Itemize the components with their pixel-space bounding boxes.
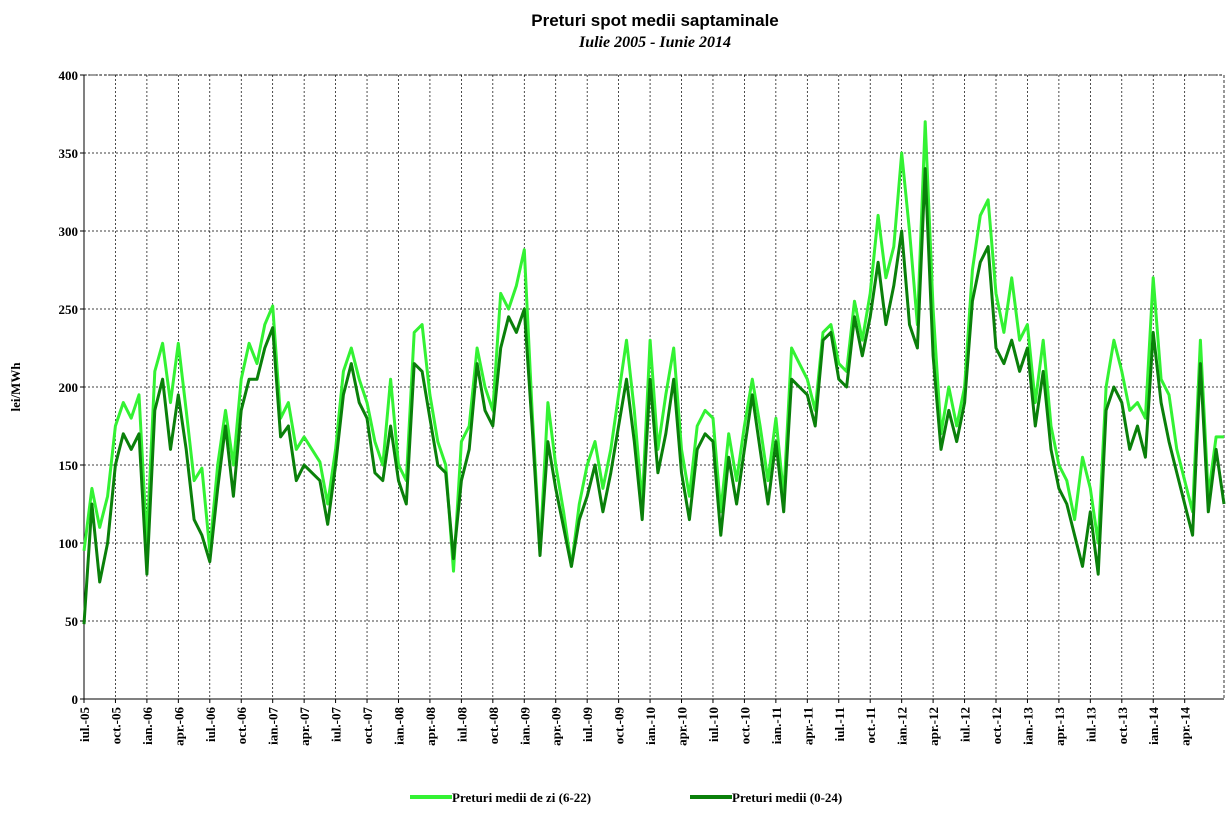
x-tick-label: iul.-05 [77, 707, 92, 743]
series-line [82, 167, 1226, 625]
x-tick-label: oct.-08 [486, 707, 501, 745]
x-tick-label: iul.-08 [454, 707, 469, 743]
x-tick-label: iul.-12 [958, 707, 973, 742]
x-tick-label: apr.-07 [297, 707, 312, 746]
x-tick-label: oct.-11 [863, 707, 878, 743]
x-tick-label: oct.-05 [108, 707, 123, 745]
x-tick-label: apr.-11 [800, 707, 815, 745]
x-tick-label: oct.-13 [1115, 707, 1130, 745]
x-tick-label: apr.-10 [675, 707, 690, 746]
legend-label: Preturi medii (0-24) [732, 790, 842, 805]
x-tick-label: apr.-14 [1178, 707, 1193, 746]
x-tick-label: apr.-13 [1052, 707, 1067, 746]
y-tick-label: 0 [72, 692, 79, 707]
y-tick-label: 50 [65, 614, 78, 629]
x-tick-label: ian.-07 [266, 707, 281, 745]
chart-title: Preturi spot medii saptaminale [531, 11, 779, 30]
x-tick-label: iul.-10 [706, 707, 721, 742]
x-tick-label: iul.-09 [580, 707, 595, 743]
x-tick-label: oct.-09 [612, 707, 627, 745]
x-tick-label: ian.-08 [391, 707, 406, 745]
x-tick-label: ian.-11 [769, 707, 784, 744]
x-tick-label: oct.-07 [360, 707, 375, 745]
x-tick-label: ian.-13 [1020, 707, 1035, 745]
y-tick-label: 300 [59, 224, 79, 239]
y-tick-label: 150 [59, 458, 79, 473]
x-tick-label: ian.-14 [1146, 707, 1161, 745]
x-tick-label: oct.-06 [234, 707, 249, 745]
x-tick-label: ian.-06 [140, 707, 155, 745]
x-tick-label: iul.-07 [329, 707, 344, 743]
x-tick-label: oct.-12 [989, 707, 1004, 744]
x-tick-label: apr.-12 [926, 707, 941, 746]
x-tick-label: apr.-08 [423, 707, 438, 746]
y-tick-label: 200 [59, 380, 79, 395]
series-line [82, 120, 1224, 573]
x-tick-label: ian.-09 [517, 707, 532, 745]
x-tick-label: iul.-11 [832, 707, 847, 741]
y-tick-label: 250 [59, 302, 79, 317]
y-tick-label: 100 [59, 536, 79, 551]
y-tick-label: 400 [59, 68, 79, 83]
y-tick-label: 350 [59, 146, 79, 161]
y-axis-label: lei/MWh [8, 362, 23, 412]
x-tick-label: apr.-06 [171, 707, 186, 746]
x-tick-label: oct.-10 [737, 707, 752, 744]
chart-subtitle: Iulie 2005 - Iunie 2014 [578, 34, 731, 51]
x-tick-label: iul.-13 [1083, 707, 1098, 743]
x-tick-label: ian.-12 [895, 707, 910, 745]
x-tick-label: apr.-09 [549, 707, 564, 746]
x-tick-label: iul.-06 [203, 707, 218, 743]
x-tick-label: ian.-10 [643, 707, 658, 745]
legend-label: Preturi medii de zi (6-22) [452, 790, 591, 805]
